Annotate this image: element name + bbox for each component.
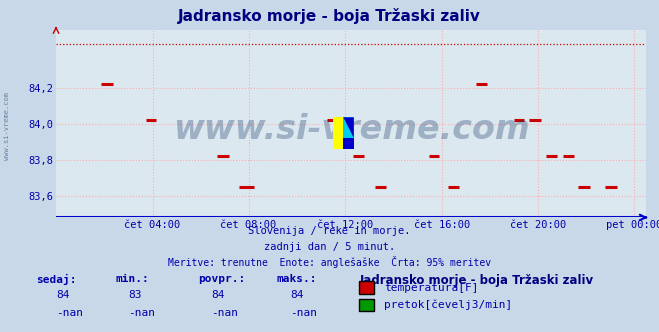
Text: -nan: -nan bbox=[211, 308, 238, 318]
Polygon shape bbox=[343, 117, 354, 138]
Text: Jadransko morje - boja Tržaski zaliv: Jadransko morje - boja Tržaski zaliv bbox=[178, 8, 481, 24]
Text: Meritve: trenutne  Enote: anglešaške  Črta: 95% meritev: Meritve: trenutne Enote: anglešaške Črta… bbox=[168, 256, 491, 268]
Text: 84: 84 bbox=[211, 290, 224, 300]
Text: -nan: -nan bbox=[56, 308, 83, 318]
Text: temperatura[F]: temperatura[F] bbox=[384, 283, 478, 292]
Text: www.si-vreme.com: www.si-vreme.com bbox=[173, 113, 529, 146]
Text: 84: 84 bbox=[290, 290, 303, 300]
Text: 83: 83 bbox=[129, 290, 142, 300]
Text: min.:: min.: bbox=[115, 274, 149, 284]
Polygon shape bbox=[343, 117, 354, 138]
Text: www.si-vreme.com: www.si-vreme.com bbox=[4, 92, 10, 160]
Bar bbox=[343, 138, 354, 149]
Text: sedaj:: sedaj: bbox=[36, 274, 76, 285]
Text: -nan: -nan bbox=[129, 308, 156, 318]
Text: pretok[čevelj3/min]: pretok[čevelj3/min] bbox=[384, 300, 513, 310]
Polygon shape bbox=[343, 117, 354, 138]
Text: -nan: -nan bbox=[290, 308, 317, 318]
Text: povpr.:: povpr.: bbox=[198, 274, 245, 284]
Text: maks.:: maks.: bbox=[277, 274, 317, 284]
Text: zadnji dan / 5 minut.: zadnji dan / 5 minut. bbox=[264, 242, 395, 252]
Text: 84: 84 bbox=[56, 290, 69, 300]
Text: Slovenija / reke in morje.: Slovenija / reke in morje. bbox=[248, 226, 411, 236]
Text: Jadransko morje - boja Tržaski zaliv: Jadransko morje - boja Tržaski zaliv bbox=[359, 274, 593, 287]
Bar bbox=[333, 117, 343, 149]
